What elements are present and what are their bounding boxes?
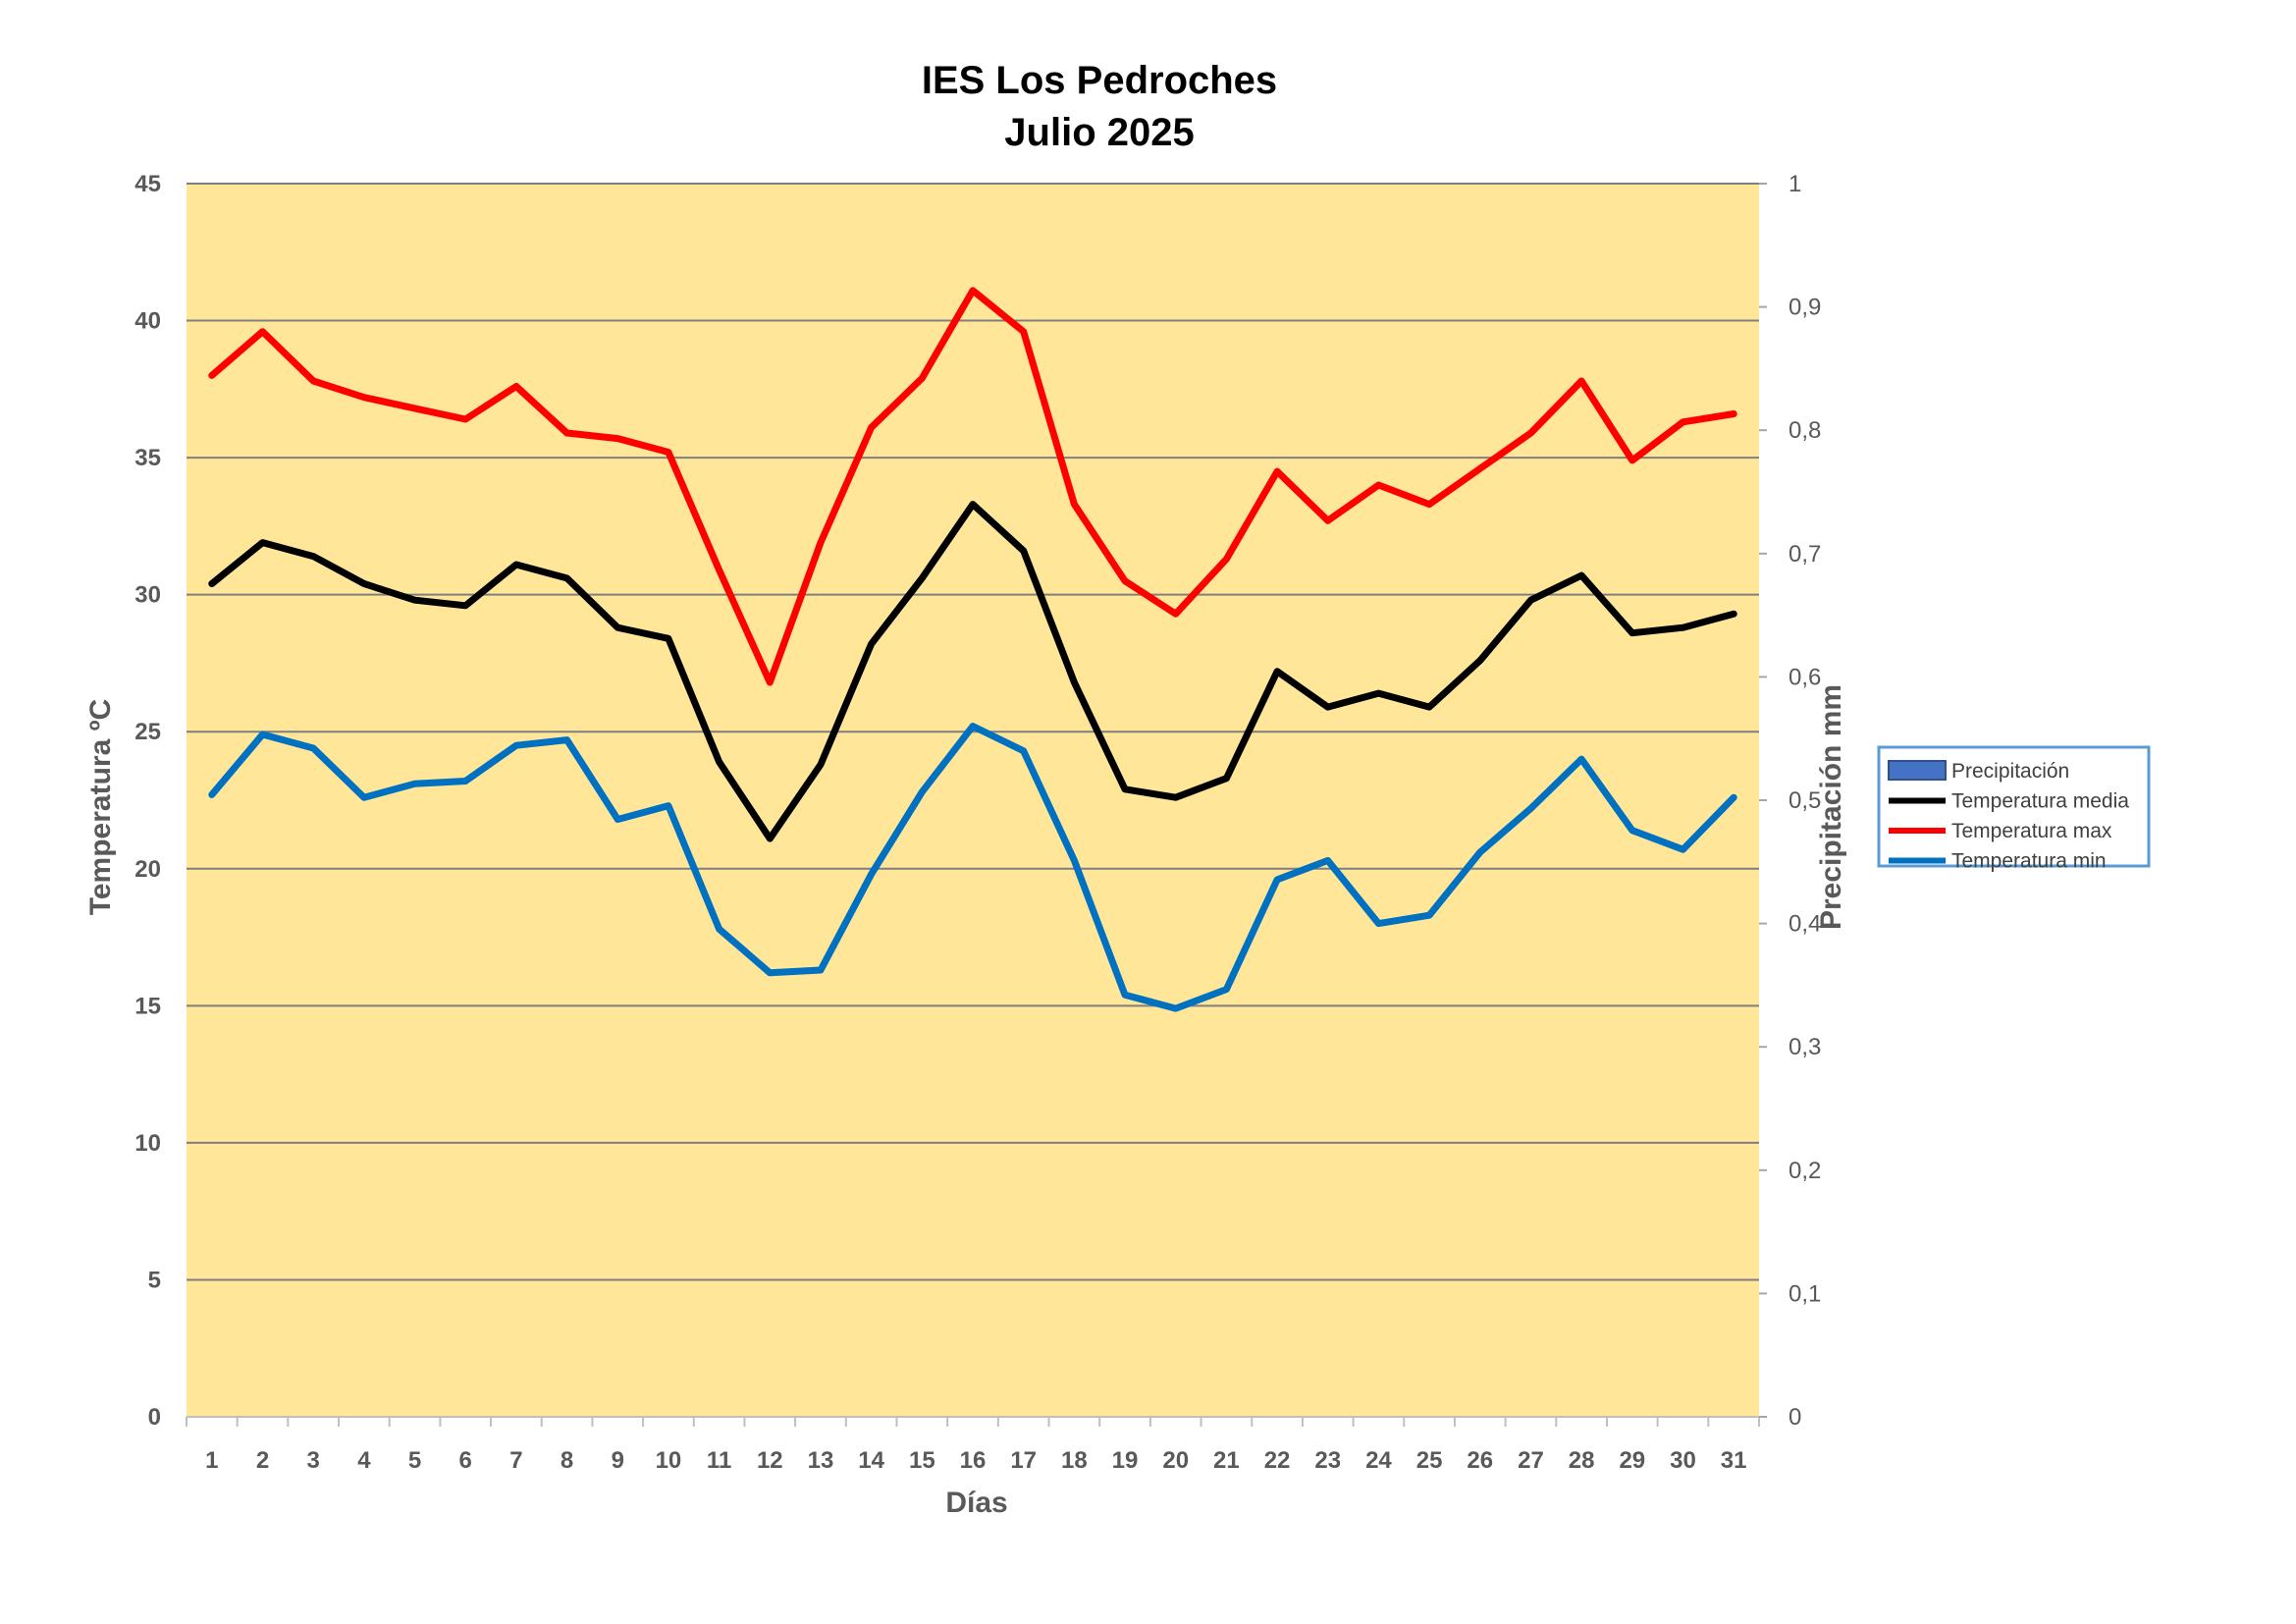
y2-tick-label: 0,3 <box>1789 1034 1821 1060</box>
y2-tick-label: 0,2 <box>1789 1158 1821 1184</box>
x-tick-label: 21 <box>1213 1447 1240 1474</box>
x-tick-label: 8 <box>561 1447 573 1474</box>
y-axis-left: 0 5 10 15 20 25 30 35 40 45 <box>134 171 161 1431</box>
y2-tick-label: 0,5 <box>1789 787 1821 814</box>
y-tick-label: 45 <box>134 171 161 197</box>
y2-tick-label: 0,6 <box>1789 664 1821 690</box>
y2-tick-label: 0,9 <box>1789 295 1821 321</box>
x-tick-label: 29 <box>1619 1447 1645 1474</box>
x-tick-label: 3 <box>307 1447 320 1474</box>
x-axis: 1 2 3 4 5 6 7 8 9 10 11 12 13 14 15 16 17 18 19 20 21 22 23 24 2… <box>186 1416 1760 1474</box>
y2-tick-label: 0,4 <box>1789 911 1821 938</box>
x-tick-label: 28 <box>1569 1447 1595 1474</box>
x-tick-label: 5 <box>408 1447 421 1474</box>
y-axis-right: 0 0,1 0,2 0,3 0,4 0,5 0,6 0,7 0,8 0,9 1 <box>1759 171 1821 1431</box>
x-tick-label: 24 <box>1365 1447 1392 1474</box>
x-tick-label: 18 <box>1061 1447 1088 1474</box>
x-tick-label: 31 <box>1721 1447 1747 1474</box>
series-line-temperatura-media <box>208 501 1737 842</box>
y-tick-label: 30 <box>134 582 161 609</box>
y2-tick-label: 1 <box>1789 171 1801 197</box>
y2-tick-label: 0,8 <box>1789 417 1821 444</box>
x-tick-label: 11 <box>707 1447 731 1474</box>
line-series <box>208 287 1737 1012</box>
y2-axis-title: Precipitación mm <box>1815 684 1847 930</box>
series-line-temperatura-max <box>208 287 1737 686</box>
x-tick-label: 6 <box>459 1447 472 1474</box>
y2-tick-label: 0 <box>1789 1404 1801 1431</box>
x-tick-label: 19 <box>1112 1447 1139 1474</box>
chart-title-group: IES Los Pedroches Julio 2025 <box>922 59 1277 154</box>
x-tick-label: 4 <box>357 1447 371 1474</box>
legend-label: Temperatura min <box>1951 850 2107 873</box>
legend-swatch <box>1888 760 1947 781</box>
chart-subtitle: Julio 2025 <box>1004 111 1194 154</box>
x-tick-label: 26 <box>1467 1447 1493 1474</box>
x-tick-label: 15 <box>909 1447 935 1474</box>
x-tick-label: 14 <box>858 1447 884 1474</box>
chart-title: IES Los Pedroches <box>922 59 1277 102</box>
x-tick-label: 30 <box>1670 1447 1696 1474</box>
y-tick-label: 10 <box>134 1130 161 1157</box>
x-tick-label: 2 <box>256 1447 269 1474</box>
x-tick-label: 22 <box>1264 1447 1291 1474</box>
y-axis-title: Temperatura ºC <box>84 699 117 915</box>
x-tick-label: 9 <box>612 1447 624 1474</box>
legend-label: Precipitación <box>1951 760 2069 783</box>
plot-area <box>187 184 1759 1417</box>
x-tick-label: 20 <box>1162 1447 1189 1474</box>
y-tick-label: 40 <box>134 308 161 335</box>
x-tick-label: 10 <box>656 1447 682 1474</box>
x-tick-label: 25 <box>1416 1447 1443 1474</box>
legend-label: Temperatura media <box>1951 790 2129 813</box>
x-tick-label: 1 <box>205 1447 218 1474</box>
series-line-temperatura-min <box>208 723 1737 1012</box>
x-tick-label: 16 <box>960 1447 987 1474</box>
x-axis-title: Días <box>945 1487 1007 1519</box>
x-tick-label: 13 <box>808 1447 834 1474</box>
y-tick-label: 35 <box>134 445 161 471</box>
x-tick-label: 23 <box>1314 1447 1341 1474</box>
legend-label: Temperatura max <box>1951 820 2112 842</box>
y-tick-label: 25 <box>134 719 161 745</box>
y-tick-label: 20 <box>134 856 161 883</box>
y-tick-label: 5 <box>148 1267 161 1293</box>
y2-tick-label: 0,1 <box>1789 1280 1821 1307</box>
y-tick-label: 15 <box>134 993 161 1019</box>
x-tick-label: 12 <box>757 1447 783 1474</box>
y-tick-label: 0 <box>148 1404 161 1431</box>
x-tick-label: 17 <box>1010 1447 1037 1474</box>
legend: Precipitación Temperatura media Temperatur… <box>1877 745 2151 873</box>
x-tick-label: 27 <box>1518 1447 1544 1474</box>
x-tick-label: 7 <box>509 1447 522 1474</box>
y2-tick-label: 0,7 <box>1789 541 1821 568</box>
